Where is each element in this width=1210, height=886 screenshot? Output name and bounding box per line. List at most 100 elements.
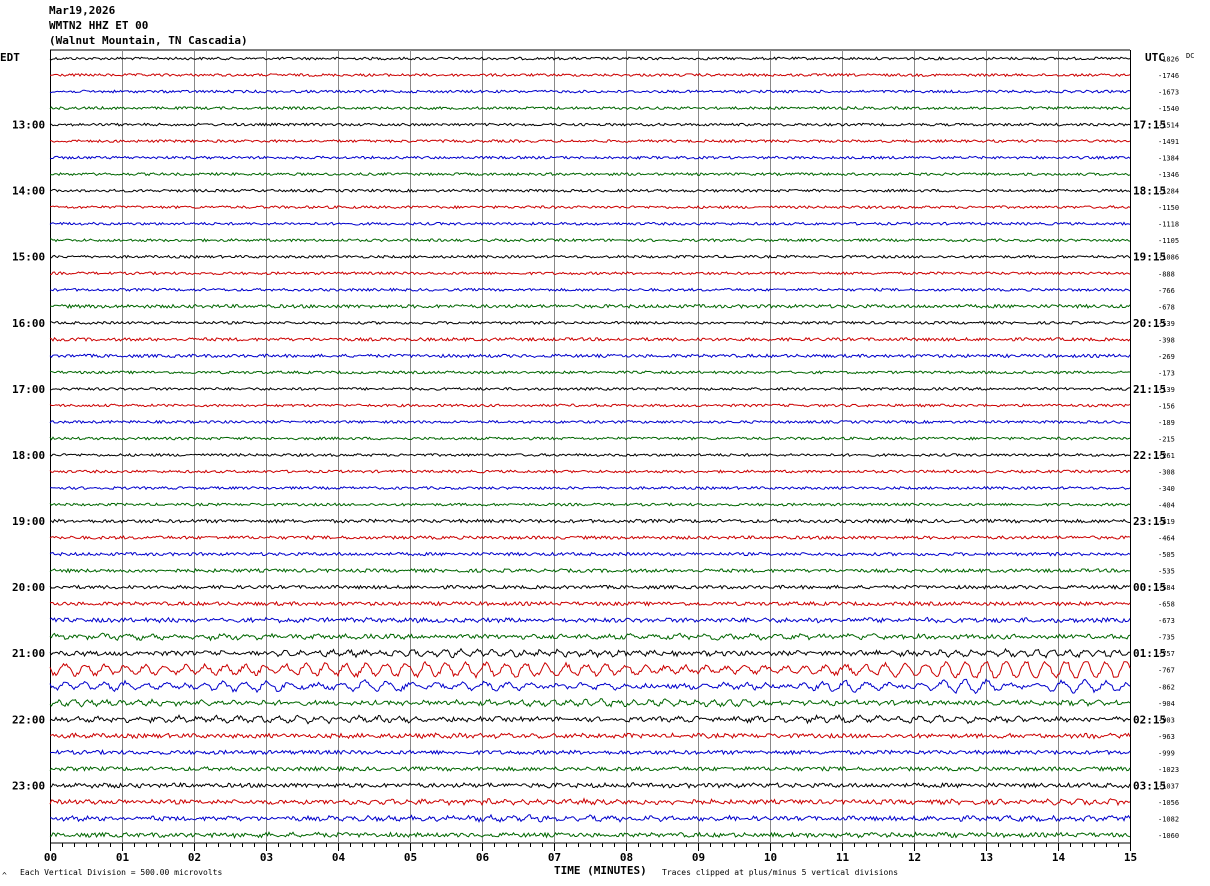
seismic-trace bbox=[49, 122, 1131, 127]
seismic-trace bbox=[49, 419, 1131, 425]
dc-header-label: DC bbox=[1186, 52, 1194, 60]
seismic-trace bbox=[49, 320, 1131, 326]
left-hour-label: 19:00 bbox=[12, 515, 45, 528]
seismic-trace bbox=[49, 485, 1131, 491]
dc-offset-label: -673 bbox=[1158, 617, 1175, 625]
x-tick-label: 12 bbox=[908, 851, 921, 864]
seismic-trace bbox=[49, 105, 1131, 111]
x-tick-label: 02 bbox=[188, 851, 201, 864]
left-hour-label: 22:00 bbox=[12, 713, 45, 726]
dc-offset-label: -1082 bbox=[1158, 815, 1179, 823]
dc-offset-label: -404 bbox=[1158, 502, 1175, 510]
seismic-trace bbox=[49, 781, 1131, 790]
dc-offset-label: -340 bbox=[1158, 485, 1175, 493]
dc-offset-label: -1384 bbox=[1158, 155, 1179, 163]
left-timezone-label: EDT bbox=[0, 51, 20, 64]
dc-offset-label: -1023 bbox=[1158, 766, 1179, 774]
x-tick-label: 00 bbox=[44, 851, 57, 864]
x-tick-label: 03 bbox=[260, 851, 273, 864]
x-tick-label: 15 bbox=[1124, 851, 1137, 864]
x-axis-title: TIME (MINUTES) bbox=[554, 864, 647, 877]
plot-location: (Walnut Mountain, TN Cascadia) bbox=[49, 34, 248, 47]
dc-offset-label: -139 bbox=[1158, 386, 1175, 394]
seismic-trace bbox=[49, 287, 1131, 293]
left-hour-label: 17:00 bbox=[12, 383, 45, 396]
dc-offset-label: -1056 bbox=[1158, 799, 1179, 807]
seismic-trace bbox=[49, 238, 1131, 243]
seismic-trace bbox=[49, 254, 1131, 259]
seismic-trace bbox=[49, 551, 1131, 557]
dc-offset-label: -999 bbox=[1158, 749, 1175, 757]
seismic-trace bbox=[49, 616, 1131, 624]
dc-offset-label: -1037 bbox=[1158, 782, 1179, 790]
dc-offset-label: -1540 bbox=[1158, 105, 1179, 113]
seismic-trace bbox=[49, 678, 1131, 695]
left-hour-label: 14:00 bbox=[12, 185, 45, 198]
x-tick-label: 04 bbox=[332, 851, 346, 864]
right-hour-label: 20:15 bbox=[1133, 317, 1166, 330]
dc-offset-label: -269 bbox=[1158, 353, 1175, 361]
dc-offset-label: -308 bbox=[1158, 469, 1175, 477]
seismic-trace bbox=[49, 600, 1131, 607]
dc-offset-label: -189 bbox=[1158, 419, 1175, 427]
seismic-trace bbox=[49, 155, 1131, 160]
dc-offset-label: -888 bbox=[1158, 270, 1175, 278]
seismic-trace bbox=[49, 271, 1131, 276]
left-hour-label: 16:00 bbox=[12, 317, 45, 330]
seismic-trace bbox=[49, 713, 1131, 725]
dc-offset-label: -261 bbox=[1158, 452, 1175, 460]
seismic-trace bbox=[49, 138, 1131, 144]
x-tick-label: 06 bbox=[476, 851, 490, 864]
seismic-trace bbox=[49, 831, 1131, 839]
dc-offset-label: -464 bbox=[1158, 535, 1175, 543]
x-tick-label: 05 bbox=[404, 851, 417, 864]
seismic-trace bbox=[49, 765, 1131, 773]
seismic-trace bbox=[49, 403, 1131, 408]
left-hour-label: 13:00 bbox=[12, 119, 45, 132]
x-tick-label: 13 bbox=[980, 851, 993, 864]
dc-offset-label: -678 bbox=[1158, 303, 1175, 311]
dc-offset-label: -658 bbox=[1158, 601, 1175, 609]
dc-offset-label: -862 bbox=[1158, 683, 1175, 691]
seismic-trace bbox=[49, 660, 1131, 679]
seismic-trace bbox=[49, 813, 1131, 824]
dc-offset-label: -766 bbox=[1158, 287, 1175, 295]
right-hour-label: 23:15 bbox=[1133, 515, 1166, 528]
right-timezone-label: UTC bbox=[1145, 51, 1165, 64]
dc-offset-label: -1514 bbox=[1158, 122, 1179, 130]
dc-offset-label: -539 bbox=[1158, 320, 1175, 328]
seismic-trace bbox=[49, 732, 1131, 740]
right-hour-label: 01:15 bbox=[1133, 647, 1166, 660]
right-hour-label: 17:15 bbox=[1133, 119, 1166, 132]
minute-grid bbox=[50, 49, 1131, 851]
dc-offset-label: -963 bbox=[1158, 733, 1175, 741]
dc-offset-label: -173 bbox=[1158, 369, 1175, 377]
dc-offset-label: -1060 bbox=[1158, 832, 1179, 840]
seismic-traces bbox=[49, 56, 1131, 839]
left-hour-label: 20:00 bbox=[12, 581, 45, 594]
dc-offset-label: -735 bbox=[1158, 634, 1175, 642]
x-tick-label: 08 bbox=[620, 851, 633, 864]
dc-offset-label: -904 bbox=[1158, 700, 1175, 708]
seismic-trace bbox=[49, 502, 1131, 507]
x-tick-label: 09 bbox=[692, 851, 705, 864]
seismic-trace bbox=[49, 518, 1131, 524]
plot-station: WMTN2 HHZ ET 00 bbox=[49, 19, 149, 32]
footer-marker: ^ bbox=[2, 871, 7, 880]
right-hour-label: 22:15 bbox=[1133, 449, 1166, 462]
seismic-trace bbox=[49, 205, 1131, 210]
plot-date: Mar19,2026 bbox=[49, 4, 116, 17]
dc-offset-label: -903 bbox=[1158, 716, 1175, 724]
dc-offset-label: -419 bbox=[1158, 518, 1175, 526]
left-hour-label: 21:00 bbox=[12, 647, 45, 660]
axis-labels: 00 01 02 03 04 05 06 07 08 09 10 11 12 13 14 15 -1826 -17… bbox=[12, 56, 1179, 865]
seismic-trace bbox=[49, 386, 1131, 392]
right-hour-label: 18:15 bbox=[1133, 185, 1166, 198]
seismic-trace bbox=[49, 535, 1131, 541]
dc-offset-label: -1491 bbox=[1158, 138, 1179, 146]
seismic-trace bbox=[49, 56, 1131, 61]
seismic-trace bbox=[49, 188, 1131, 193]
left-hour-label: 18:00 bbox=[12, 449, 45, 462]
seismic-trace bbox=[49, 221, 1131, 226]
